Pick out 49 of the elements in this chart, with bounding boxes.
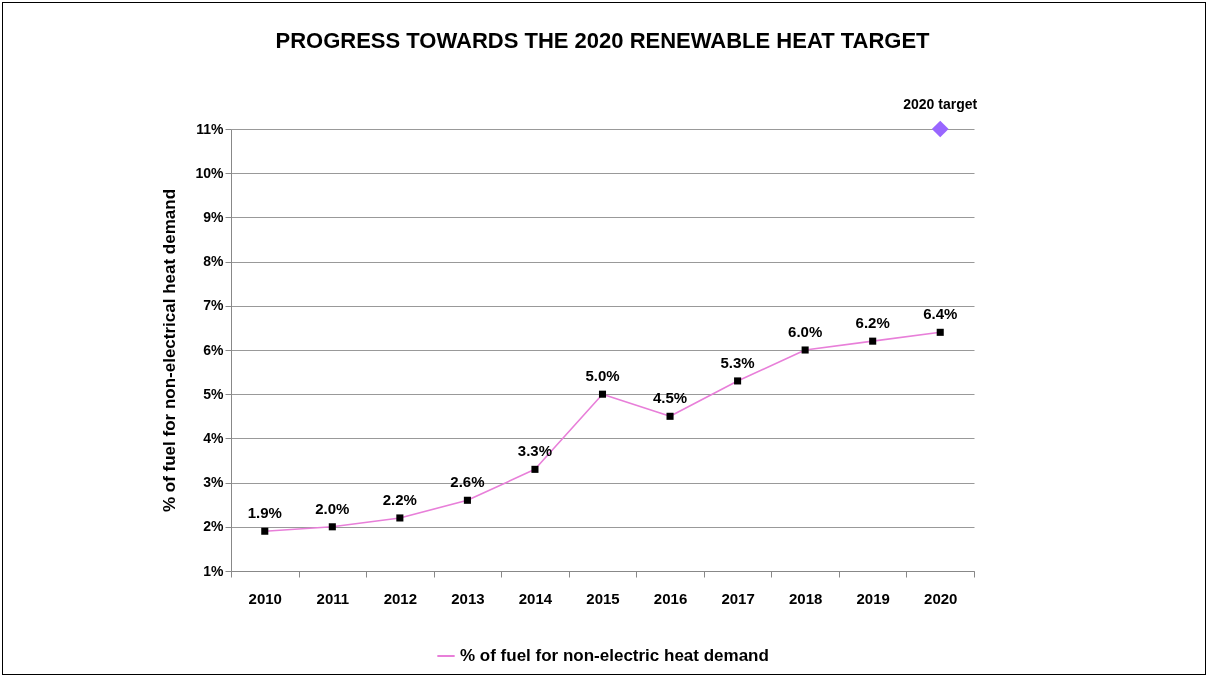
y-axis-title: % of fuel for non-electrical heat demand: [160, 188, 180, 513]
data-label: 5.3%: [720, 353, 755, 371]
data-label: 6.4%: [923, 305, 958, 323]
x-tick-label: 2014: [518, 589, 553, 607]
y-tick-label: 10%: [195, 164, 225, 181]
data-label: 2.6%: [450, 473, 485, 491]
data-label: 1.9%: [247, 504, 282, 522]
x-tick-label: 2015: [586, 589, 620, 607]
x-tick-label: 2017: [721, 589, 755, 607]
y-tick-label: 3%: [203, 474, 225, 491]
x-tick-label: 2013: [451, 589, 485, 607]
y-tick-label: 6%: [203, 341, 225, 358]
point: [666, 412, 674, 420]
x-tick-label: 2018: [788, 589, 823, 607]
x-tick-label: 2010: [248, 589, 282, 607]
legend-label: % of fuel for non-electric heat demand: [460, 646, 769, 665]
point: [936, 328, 944, 336]
point: [734, 377, 742, 385]
x-tick-label: 2016: [653, 589, 688, 607]
point: [463, 496, 471, 504]
point: [801, 346, 809, 354]
annotation: 2020 target: [903, 96, 978, 112]
data-label: 2.0%: [315, 499, 350, 517]
point: [869, 337, 877, 345]
point: [931, 120, 949, 138]
x-tick-label: 2011: [316, 589, 350, 607]
data-label: 6.2%: [855, 314, 890, 332]
y-tick-label: 9%: [203, 208, 225, 225]
y-tick-label: 5%: [203, 385, 225, 402]
point: [531, 465, 539, 473]
y-tick-label: 1%: [203, 562, 225, 579]
y-tick-label: 4%: [203, 429, 225, 446]
data-label: 4.5%: [652, 389, 688, 407]
y-tick-label: 11%: [196, 120, 225, 137]
x-tick-label: 2012: [383, 589, 418, 607]
x-tick-label: 2019: [856, 589, 890, 607]
point: [261, 527, 269, 535]
point: [598, 390, 607, 398]
data-label: 6.0%: [788, 323, 823, 340]
y-tick-label: 8%: [203, 253, 225, 270]
data-label: 2.2%: [382, 490, 417, 508]
x-tick-label: 2020: [924, 589, 958, 607]
data-label: 3.3%: [517, 442, 553, 460]
chart-title: PROGRESS TOWARDS THE 2020 RENEWABLE HEAT TARGET: [275, 28, 931, 53]
data-label: 5.0%: [585, 367, 620, 385]
point: [328, 523, 336, 531]
y-tick-label: 7%: [203, 297, 225, 314]
y-tick-label: 2%: [203, 518, 225, 535]
point: [396, 514, 404, 522]
